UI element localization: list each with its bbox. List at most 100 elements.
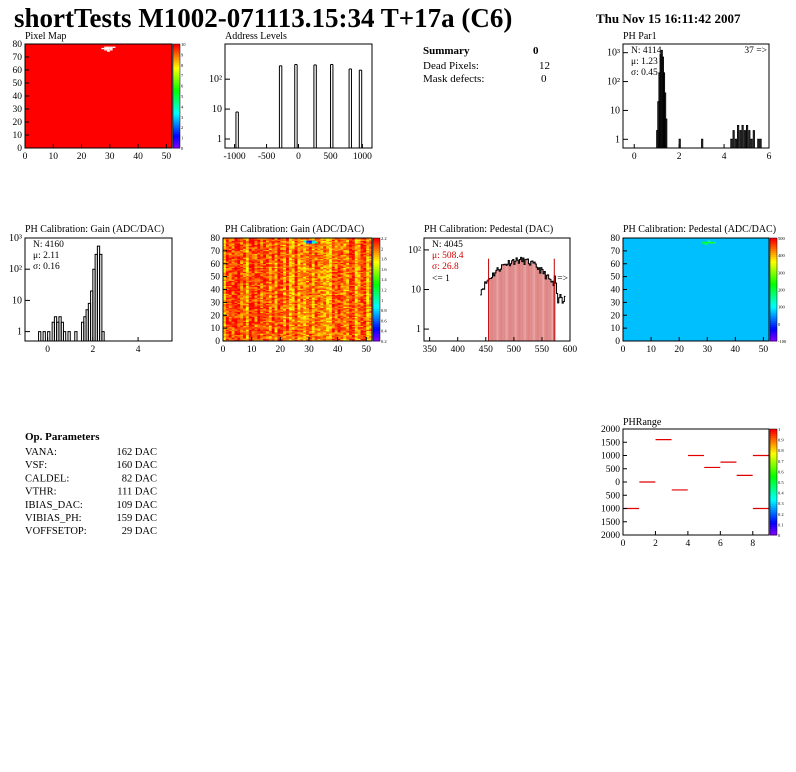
heatmap-cell xyxy=(223,335,227,338)
heatmap-cell xyxy=(265,315,270,317)
heatmap-cell xyxy=(311,252,316,254)
heatmap-cell xyxy=(323,292,327,294)
heatmap-cell xyxy=(271,317,275,320)
histogram-bin xyxy=(494,272,497,342)
heatmap-cell xyxy=(225,302,230,305)
heatmap-cell xyxy=(363,289,367,292)
heatmap-cell xyxy=(314,312,318,315)
heatmap-cell xyxy=(308,303,313,306)
heatmap-cell xyxy=(223,289,227,292)
heatmap-cell xyxy=(277,333,281,335)
heatmap-cell xyxy=(363,244,367,247)
heatmap-cell xyxy=(334,325,339,328)
heatmap-cell xyxy=(263,334,267,337)
colorbar-segment xyxy=(173,93,180,97)
heatmap-cell xyxy=(317,248,321,250)
heatmap-cell xyxy=(323,333,327,335)
heatmap-cell xyxy=(243,249,247,252)
heatmap-cell xyxy=(349,268,353,271)
heatmap-cell xyxy=(317,297,321,299)
heatmap-cell xyxy=(277,335,281,338)
heatmap-cell xyxy=(271,257,275,259)
heatmap-cell xyxy=(245,333,250,335)
colorbar-segment xyxy=(770,299,777,303)
heatmap-cell xyxy=(260,334,264,337)
heatmap-cell xyxy=(260,294,264,297)
heatmap-cell xyxy=(260,257,264,259)
heatmap-cell xyxy=(331,334,336,337)
heatmap-cell xyxy=(223,270,227,272)
heatmap-cell xyxy=(369,244,373,247)
heatmap-cell xyxy=(234,252,238,254)
heatmap-cell xyxy=(280,265,284,267)
heatmap-cell xyxy=(234,301,238,303)
heatmap-cell xyxy=(351,263,356,266)
y-tick-label: 1 xyxy=(17,327,22,338)
heatmap-cell xyxy=(300,331,304,334)
heatmap-cell xyxy=(366,241,370,244)
heatmap-cell xyxy=(357,276,361,279)
colorbar-segment xyxy=(770,488,777,491)
heatmap-cell xyxy=(363,280,367,283)
heatmap-cell xyxy=(283,297,287,299)
y-tick-label: 0 xyxy=(215,337,220,347)
heatmap-cell xyxy=(331,279,336,281)
heatmap-cell xyxy=(366,259,370,262)
heatmap-cell xyxy=(326,338,330,341)
heatmap-cell xyxy=(283,279,287,281)
heatmap-cell xyxy=(363,240,367,243)
heatmap-cell xyxy=(288,285,293,288)
heatmap-cell xyxy=(351,265,356,267)
heatmap-cell xyxy=(366,337,370,339)
heatmap-cell xyxy=(369,319,373,321)
heatmap-cell xyxy=(306,316,310,319)
heatmap-cell xyxy=(294,283,298,285)
y-tick-label: 500 xyxy=(606,491,621,501)
heatmap-cell xyxy=(228,258,232,261)
heatmap-cell xyxy=(265,257,270,259)
heatmap-cell xyxy=(337,338,341,341)
heatmap-cell xyxy=(260,274,264,276)
heatmap-cell xyxy=(366,243,370,245)
heatmap-cell xyxy=(326,301,330,303)
heatmap-cell xyxy=(314,256,318,258)
heatmap-cell xyxy=(240,252,244,254)
colorbar-segment xyxy=(770,244,777,247)
heatmap-cell xyxy=(357,297,361,299)
heatmap-cell xyxy=(354,265,359,267)
heatmap-cell xyxy=(260,256,264,258)
heatmap-cell xyxy=(291,245,296,248)
histogram-bin xyxy=(545,278,547,342)
heatmap-cell xyxy=(707,240,711,243)
heatmap-cell xyxy=(300,290,304,293)
heatmap-cell xyxy=(329,265,333,267)
heatmap-cell xyxy=(254,261,258,263)
heatmap-cell xyxy=(251,281,255,284)
heatmap-cell xyxy=(314,316,318,319)
heatmap-cell xyxy=(265,303,270,306)
heatmap-cell xyxy=(263,276,267,279)
heatmap-cell xyxy=(280,310,284,312)
heatmap-cell xyxy=(308,257,313,259)
heatmap-cell xyxy=(329,316,333,319)
heatmap-cell xyxy=(308,275,313,278)
heatmap-cell xyxy=(366,284,370,287)
heatmap-cell xyxy=(257,244,261,247)
heatmap-cell xyxy=(257,302,261,305)
heatmap-cell xyxy=(320,299,324,302)
heatmap-cell xyxy=(354,262,359,265)
heatmap-cell xyxy=(283,316,287,319)
heatmap-cell xyxy=(308,274,313,276)
heatmap-cell xyxy=(254,248,258,250)
heatmap-cell xyxy=(274,328,278,330)
heatmap-cell xyxy=(286,272,290,275)
heatmap-cell xyxy=(291,298,296,301)
heatmap-cell xyxy=(283,274,287,276)
heatmap-cell xyxy=(294,257,298,259)
heatmap-cell xyxy=(369,324,373,326)
heatmap-cell xyxy=(274,271,278,274)
heatmap-cell xyxy=(351,301,356,303)
heatmap-cell xyxy=(223,244,227,247)
heatmap-cell xyxy=(346,283,350,285)
heatmap-cell xyxy=(280,308,284,311)
